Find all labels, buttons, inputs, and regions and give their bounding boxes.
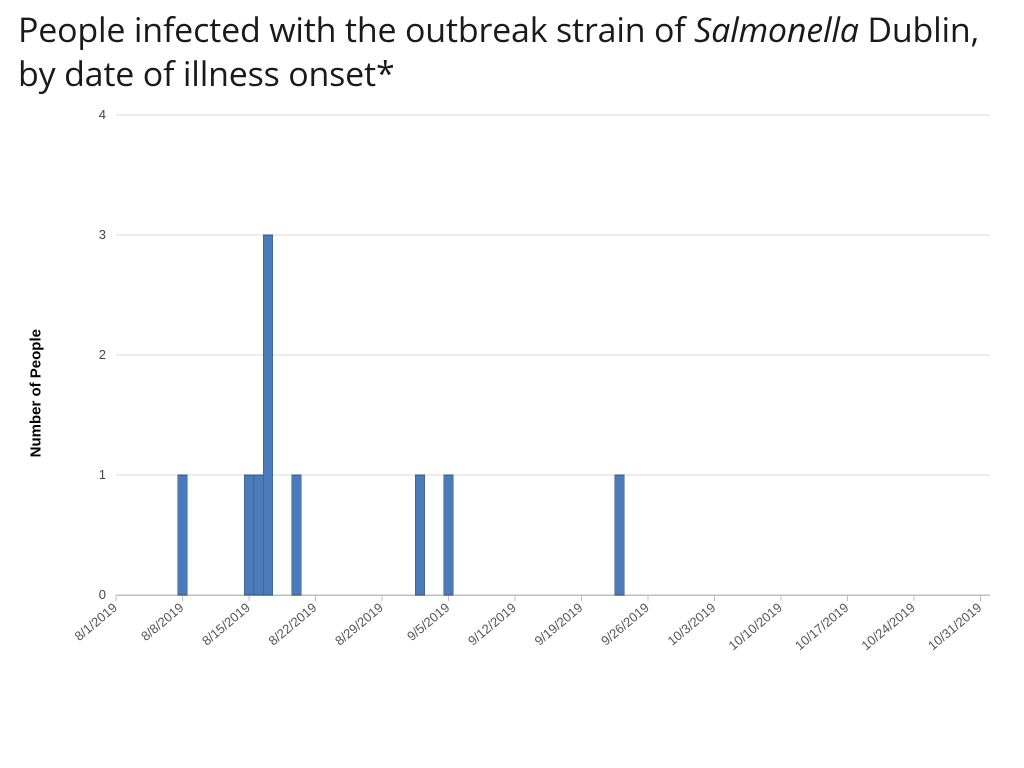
bar [444, 475, 454, 595]
bar [292, 475, 302, 595]
x-tick-label: 10/3/2019 [664, 600, 718, 649]
bar [244, 475, 254, 595]
x-tick-label: 10/17/2019 [792, 600, 851, 653]
bar [415, 475, 425, 595]
x-tick-label: 9/12/2019 [465, 600, 519, 649]
y-axis-label: Number of People [28, 329, 45, 457]
x-tick-label: 9/26/2019 [598, 600, 652, 649]
chart-svg: 0 1 2 3 4 8/1/2019 8/8/2019 8/15/20198/22/2019 8… [18, 105, 1006, 695]
y-tick-label: 4 [99, 107, 106, 122]
bar [615, 475, 625, 595]
bar [178, 475, 188, 595]
title-italic-word: Salmonella [694, 6, 859, 52]
y-tick-label: 3 [99, 227, 106, 242]
x-tick-label: 9/5/2019 [404, 600, 452, 644]
y-tick-label: 1 [99, 467, 106, 482]
bar [254, 475, 264, 595]
x-tick-label: 8/1/2019 [72, 600, 120, 644]
y-tick-label: 0 [99, 587, 106, 602]
epi-curve-chart: Number of People 0 1 2 3 4 8/1/2019 8/8/2019 8/… [18, 105, 1006, 695]
x-tick-label: 10/31/2019 [925, 600, 984, 653]
y-tick-label: 2 [99, 347, 106, 362]
page-title: People infected with the outbreak strain… [18, 8, 1006, 95]
bar [263, 235, 273, 595]
x-tick-label: 8/22/2019 [265, 600, 319, 649]
x-tick-label: 8/15/2019 [199, 600, 253, 649]
x-tick-label: 8/29/2019 [332, 600, 386, 649]
title-prefix: People infected with the outbreak strain… [18, 6, 694, 52]
x-tick-label: 9/19/2019 [531, 600, 585, 649]
x-tick-label: 8/8/2019 [138, 600, 186, 644]
x-tick-label: 10/10/2019 [725, 600, 784, 653]
x-tick-label: 10/24/2019 [858, 600, 917, 653]
page: People infected with the outbreak strain… [0, 0, 1024, 768]
